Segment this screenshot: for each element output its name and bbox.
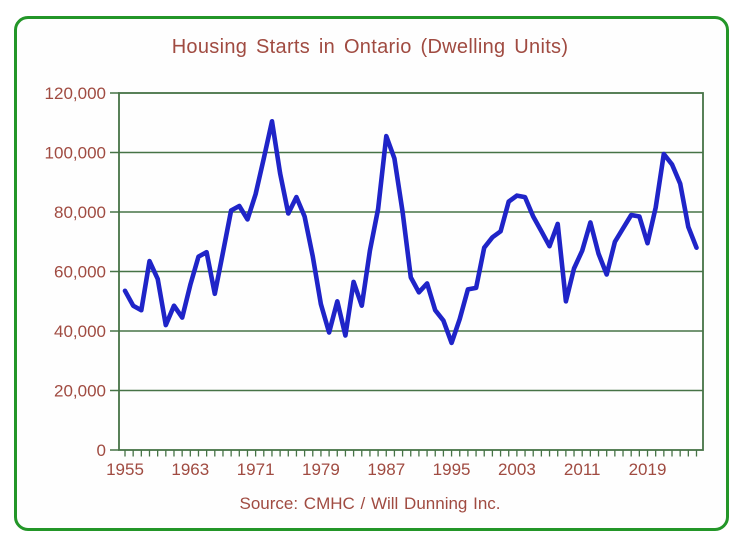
y-tick-label: 60,000 [54,263,106,282]
x-tick-label: 1979 [302,460,340,479]
y-tick-label: 40,000 [54,322,106,341]
source-note: Source: CMHC / Will Dunning Inc. [239,494,501,513]
y-tick-label: 100,000 [45,144,106,163]
chart-title: Housing Starts in Ontario (Dwelling Unit… [171,36,569,58]
x-tick-label: 2019 [629,460,667,479]
x-tick-label: 1963 [171,460,209,479]
housing-starts-line [122,119,699,346]
y-tick-label: 0 [97,441,106,460]
x-tick-label: 1995 [433,460,471,479]
chart-frame [14,16,729,531]
y-tick-label: 20,000 [54,382,106,401]
y-tick-label: 80,000 [54,203,106,222]
x-tick-label: 1955 [106,460,144,479]
x-tick-label: 2011 [564,460,601,479]
x-tick-label: 1987 [367,460,405,479]
x-tick-label: 1971 [237,460,275,479]
y-axis-labels: 0 20,000 40,000 60,000 80,000 100,000 120,000 [45,84,106,460]
y-tick-label: 120,000 [45,84,106,103]
x-tick-label: 2003 [498,460,536,479]
y-axis-ticks [110,92,119,451]
x-axis-labels: 1955 1963 1971 1979 1987 1995 2003 2011 2019 [106,460,666,479]
x-axis-ticks [124,450,698,457]
